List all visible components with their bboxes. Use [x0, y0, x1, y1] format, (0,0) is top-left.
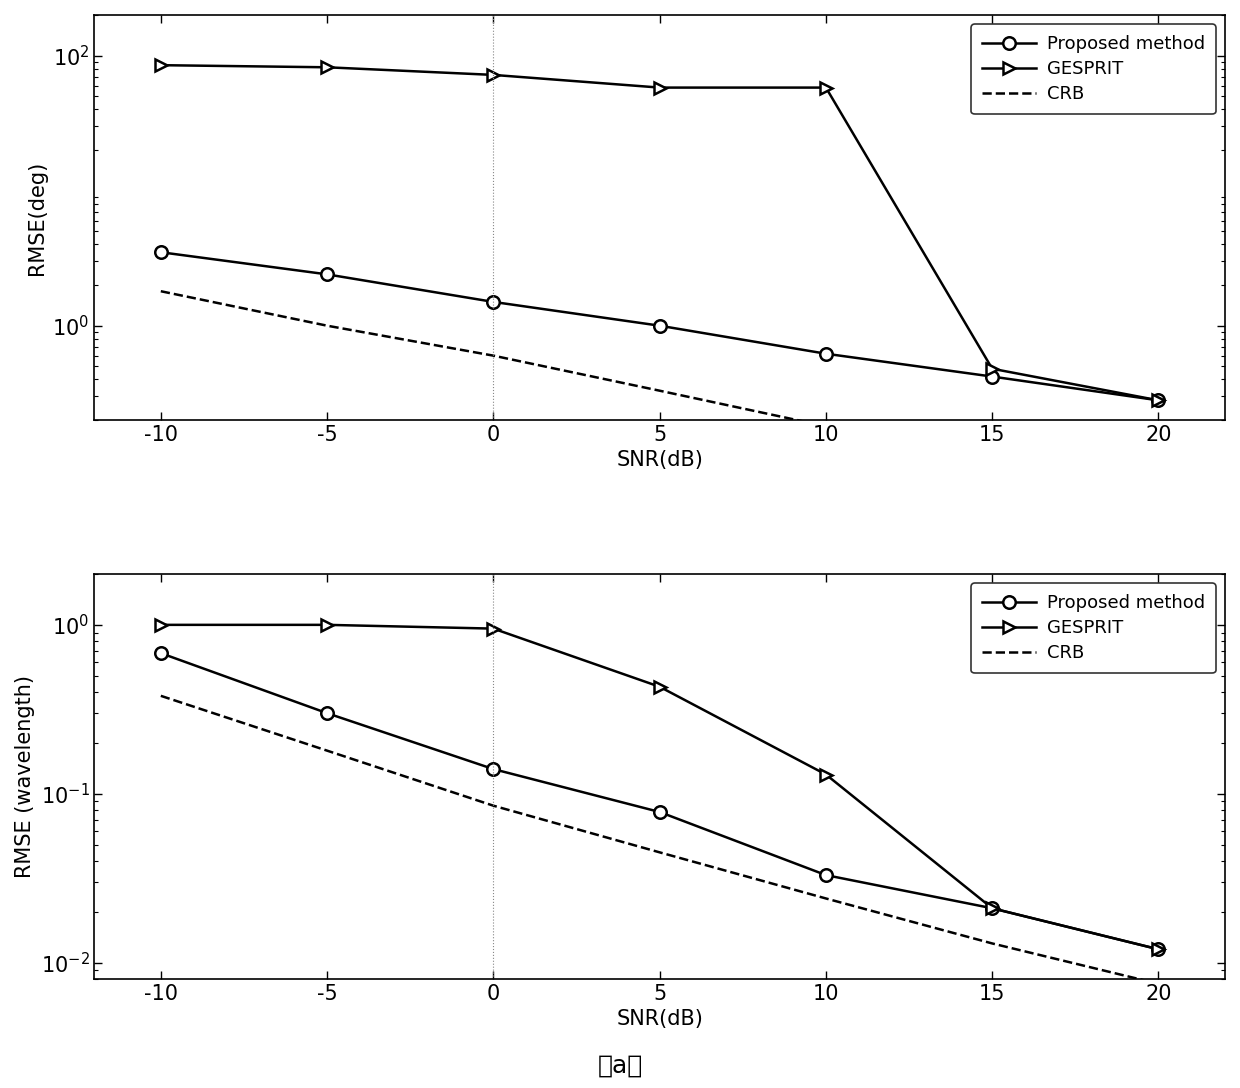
GESPRIT: [985, 362, 999, 375]
X-axis label: SNR(dB): SNR(dB): [616, 450, 703, 470]
GESPRIT: [486, 622, 501, 635]
Proposed method: [154, 246, 169, 259]
Proposed method: [985, 902, 999, 915]
CRB: [320, 319, 335, 332]
Proposed method: [652, 805, 667, 818]
GESPRIT: [1151, 943, 1166, 956]
Y-axis label: RMSE (wavelength): RMSE (wavelength): [15, 675, 35, 878]
CRB: [1151, 490, 1166, 503]
CRB: [652, 845, 667, 858]
CRB: [985, 454, 999, 467]
CRB: [818, 420, 833, 433]
GESPRIT: [486, 69, 501, 82]
Line: GESPRIT: GESPRIT: [155, 619, 1164, 955]
GESPRIT: [1151, 394, 1166, 407]
Proposed method: [818, 868, 833, 881]
GESPRIT: [818, 768, 833, 781]
GESPRIT: [818, 82, 833, 95]
Proposed method: [1151, 943, 1166, 956]
Proposed method: [154, 646, 169, 659]
Line: Proposed method: Proposed method: [155, 647, 1164, 955]
Line: Proposed method: Proposed method: [155, 246, 1164, 407]
Legend: Proposed method, GESPRIT, CRB: Proposed method, GESPRIT, CRB: [971, 583, 1216, 673]
CRB: [818, 892, 833, 905]
Proposed method: [818, 347, 833, 360]
CRB: [154, 690, 169, 703]
CRB: [320, 744, 335, 757]
GESPRIT: [320, 61, 335, 74]
Proposed method: [652, 319, 667, 332]
X-axis label: SNR(dB): SNR(dB): [616, 1010, 703, 1029]
CRB: [652, 384, 667, 397]
Proposed method: [320, 268, 335, 281]
Proposed method: [320, 706, 335, 719]
GESPRIT: [652, 680, 667, 693]
CRB: [154, 285, 169, 298]
Line: GESPRIT: GESPRIT: [155, 59, 1164, 407]
Proposed method: [985, 370, 999, 383]
GESPRIT: [154, 59, 169, 72]
GESPRIT: [652, 82, 667, 95]
Line: CRB: CRB: [161, 696, 1158, 984]
CRB: [486, 800, 501, 813]
Proposed method: [486, 295, 501, 308]
Text: （a）: （a）: [598, 1053, 642, 1077]
Legend: Proposed method, GESPRIT, CRB: Proposed method, GESPRIT, CRB: [971, 24, 1216, 114]
CRB: [486, 349, 501, 362]
CRB: [1151, 977, 1166, 990]
Y-axis label: RMSE(deg): RMSE(deg): [27, 160, 47, 274]
Line: CRB: CRB: [161, 292, 1158, 496]
GESPRIT: [985, 902, 999, 915]
GESPRIT: [320, 618, 335, 631]
GESPRIT: [154, 618, 169, 631]
Proposed method: [1151, 394, 1166, 407]
CRB: [985, 937, 999, 950]
Proposed method: [486, 763, 501, 776]
